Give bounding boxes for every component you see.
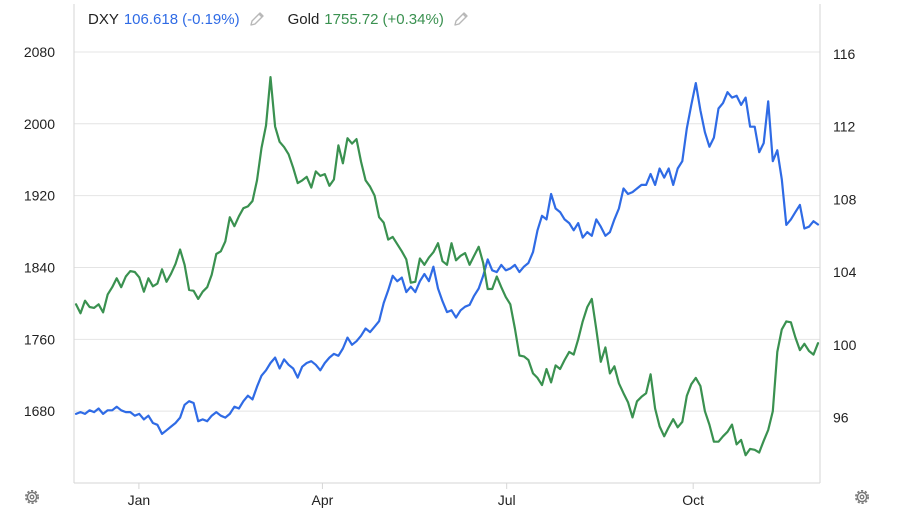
x-axis: Jan Apr Jul Oct: [128, 483, 704, 508]
left-tick-label: 1680: [24, 403, 55, 419]
right-tick-label: 112: [833, 119, 856, 135]
legend-dxy-value: 106.618: [123, 10, 179, 28]
legend-gold-change: (+0.34%): [382, 10, 444, 28]
legend-item-dxy[interactable]: DXY 106.618 (-0.19%): [88, 10, 266, 28]
pencil-icon[interactable]: [452, 10, 470, 28]
left-tick-label: 2080: [24, 44, 55, 60]
series-layer: [74, 76, 820, 457]
left-tick-label: 1920: [24, 188, 55, 204]
left-axis: 1680 1760 1840 1920 2000 2080: [24, 44, 55, 419]
legend-item-gold[interactable]: Gold 1755.72 (+0.34%): [288, 10, 470, 28]
pencil-icon[interactable]: [248, 10, 266, 28]
right-tick-label: 108: [833, 191, 857, 207]
right-tick-label: 116: [833, 46, 856, 62]
legend-dxy-name: DXY: [88, 10, 119, 28]
left-tick-label: 2000: [24, 116, 55, 132]
left-tick-label: 1760: [24, 331, 55, 347]
right-tick-label: 96: [833, 410, 849, 426]
x-tick-label: Jul: [498, 492, 516, 508]
plot-frame: [73, 4, 821, 484]
series-line-gold[interactable]: [74, 76, 820, 457]
x-tick-label: Jan: [128, 492, 151, 508]
x-tick-label: Apr: [312, 492, 334, 508]
legend-gold-name: Gold: [287, 10, 320, 28]
legend-gold-value: 1755.72: [324, 10, 379, 28]
gear-icon[interactable]: [852, 487, 872, 507]
grid: [74, 51, 820, 412]
series-line-dxy[interactable]: [74, 82, 820, 435]
legend: DXY 106.618 (-0.19%) Gold 1755.72 (+0.34…: [88, 8, 492, 30]
x-tick-label: Oct: [682, 492, 704, 508]
right-axis: 96 100 104 108 112 116: [833, 46, 857, 426]
legend-dxy-change: (-0.19%): [182, 10, 240, 28]
left-tick-label: 1840: [24, 259, 55, 275]
right-tick-label: 104: [833, 264, 857, 280]
right-tick-label: 100: [833, 337, 857, 353]
gear-icon[interactable]: [22, 487, 42, 507]
